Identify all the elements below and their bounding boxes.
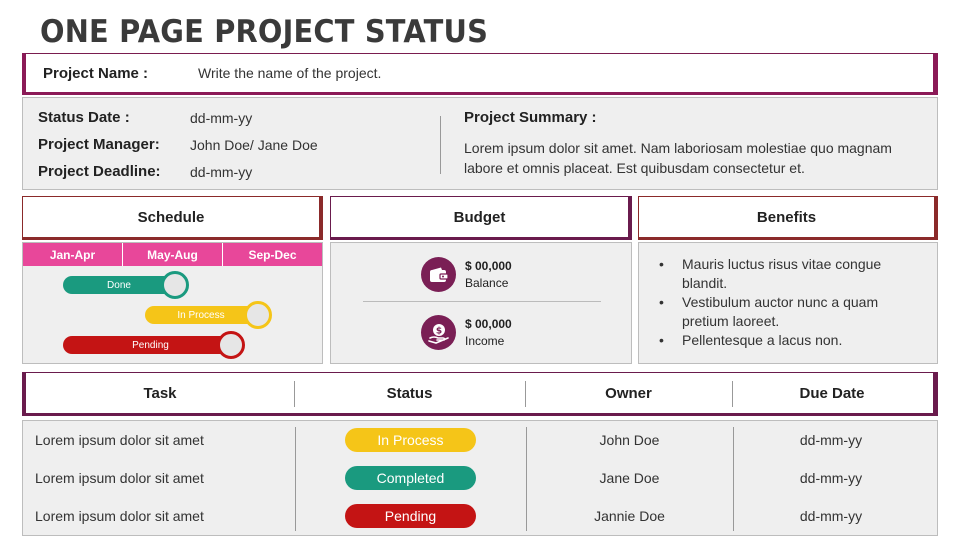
- table-row: Lorem ipsum dolor sit amet In Process Jo…: [23, 421, 937, 459]
- owner-cell[interactable]: Jannie Doe: [594, 508, 665, 524]
- owner-cell[interactable]: Jane Doe: [599, 470, 660, 486]
- svg-text:$: $: [435, 326, 441, 336]
- status-cell: Pending: [295, 497, 526, 535]
- gantt-bar-label: Done: [107, 279, 131, 291]
- table-row: Lorem ipsum dolor sit amet Completed Jan…: [23, 459, 937, 497]
- balance-amount[interactable]: $ 00,000: [465, 258, 512, 273]
- budget-item-income: $ $ 00,000 Income: [421, 315, 512, 350]
- budget-divider: [363, 301, 601, 302]
- project-manager-value[interactable]: John Doe/ Jane Doe: [190, 137, 318, 153]
- project-summary-text[interactable]: Lorem ipsum dolor sit amet. Nam laborios…: [464, 140, 892, 176]
- task-table-body: Lorem ipsum dolor sit amet In Process Jo…: [22, 420, 938, 536]
- project-deadline-label: Project Deadline:: [38, 163, 161, 180]
- owner-cell[interactable]: John Doe: [599, 432, 660, 448]
- project-summary-title: Project Summary :: [464, 109, 597, 126]
- schedule-months-bar: Jan-Apr May-Aug Sep-Dec: [23, 243, 322, 266]
- benefits-panel: Mauris luctus risus vitae congue blandit…: [638, 242, 938, 364]
- budget-item-balance: $ 00,000 Balance: [421, 257, 512, 292]
- due-date-cell[interactable]: dd-mm-yy: [799, 508, 863, 524]
- task-cell[interactable]: Lorem ipsum dolor sit amet: [35, 432, 204, 448]
- column-divider: [732, 381, 733, 407]
- column-divider: [733, 427, 734, 531]
- task-table-header: Task Status Owner Due Date: [22, 372, 938, 416]
- column-divider: [294, 381, 295, 407]
- due-date-cell[interactable]: dd-mm-yy: [799, 432, 863, 448]
- gantt-bar-in-process: In Process: [145, 306, 257, 324]
- status-badge[interactable]: Pending: [345, 504, 476, 528]
- gantt-bar-label: Pending: [132, 339, 169, 351]
- benefit-item: Pellentesque a lacus non.: [657, 331, 927, 350]
- money-hand-icon: $: [421, 315, 456, 350]
- wallet-icon: [421, 257, 456, 292]
- benefit-item: Mauris luctus risus vitae congue blandit…: [657, 255, 927, 293]
- month-label: Sep-Dec: [248, 247, 297, 262]
- task-cell[interactable]: Lorem ipsum dolor sit amet: [35, 470, 204, 486]
- project-deadline-value[interactable]: dd-mm-yy: [190, 164, 253, 180]
- due-date-cell[interactable]: dd-mm-yy: [799, 470, 863, 486]
- income-label: Income: [465, 333, 505, 348]
- info-divider: [440, 116, 441, 174]
- project-manager-row: Project Manager: John Doe/ Jane Doe: [38, 136, 318, 153]
- budget-heading: Budget: [330, 196, 632, 240]
- month-label: May-Aug: [123, 243, 223, 266]
- benefit-item: Vestibulum auctor nunc a quam pretium la…: [657, 293, 927, 331]
- project-manager-label: Project Manager:: [38, 136, 160, 153]
- column-header-due-date: Due Date: [799, 384, 865, 402]
- budget-panel: $ 00,000 Balance $ $ 00,000 Income: [330, 242, 632, 364]
- benefits-heading: Benefits: [638, 196, 938, 240]
- column-divider: [525, 381, 526, 407]
- project-name-bar: Project Name : Write the name of the pro…: [22, 53, 938, 95]
- project-name-value[interactable]: Write the name of the project.: [198, 65, 382, 81]
- status-date-value[interactable]: dd-mm-yy: [190, 110, 253, 126]
- gantt-bar-done-knob: [161, 271, 189, 299]
- schedule-heading: Schedule: [22, 196, 323, 240]
- status-date-label: Status Date :: [38, 109, 130, 126]
- project-deadline-row: Project Deadline: dd-mm-yy: [38, 163, 252, 180]
- column-divider: [526, 427, 527, 531]
- gantt-bar-in-process-knob: [244, 301, 272, 329]
- schedule-panel: Jan-Apr May-Aug Sep-Dec Done In Process …: [22, 242, 323, 364]
- column-header-status: Status: [386, 384, 433, 402]
- column-divider: [295, 427, 296, 531]
- gantt-bar-pending-knob: [217, 331, 245, 359]
- project-info-box: Status Date : dd-mm-yy Project Manager: …: [22, 97, 938, 190]
- month-label: Jan-Apr: [23, 243, 123, 266]
- status-cell: Completed: [295, 459, 526, 497]
- gantt-bar-label: In Process: [177, 309, 225, 321]
- task-cell[interactable]: Lorem ipsum dolor sit amet: [35, 508, 204, 524]
- status-badge[interactable]: Completed: [345, 466, 476, 490]
- gantt-bar-pending: Pending: [63, 336, 238, 354]
- income-amount[interactable]: $ 00,000: [465, 316, 512, 331]
- page-title: ONE PAGE PROJECT STATUS: [40, 14, 489, 50]
- status-date-row: Status Date : dd-mm-yy: [38, 109, 252, 126]
- column-header-owner: Owner: [605, 384, 652, 402]
- status-cell: In Process: [295, 421, 526, 459]
- status-badge[interactable]: In Process: [345, 428, 476, 452]
- column-header-task: Task: [143, 384, 177, 402]
- balance-label: Balance: [465, 275, 509, 290]
- gantt-bar-done: Done: [63, 276, 175, 294]
- table-row: Lorem ipsum dolor sit amet Pending Janni…: [23, 497, 937, 535]
- benefits-list: Mauris luctus risus vitae congue blandit…: [657, 255, 927, 350]
- project-name-label: Project Name :: [43, 64, 149, 82]
